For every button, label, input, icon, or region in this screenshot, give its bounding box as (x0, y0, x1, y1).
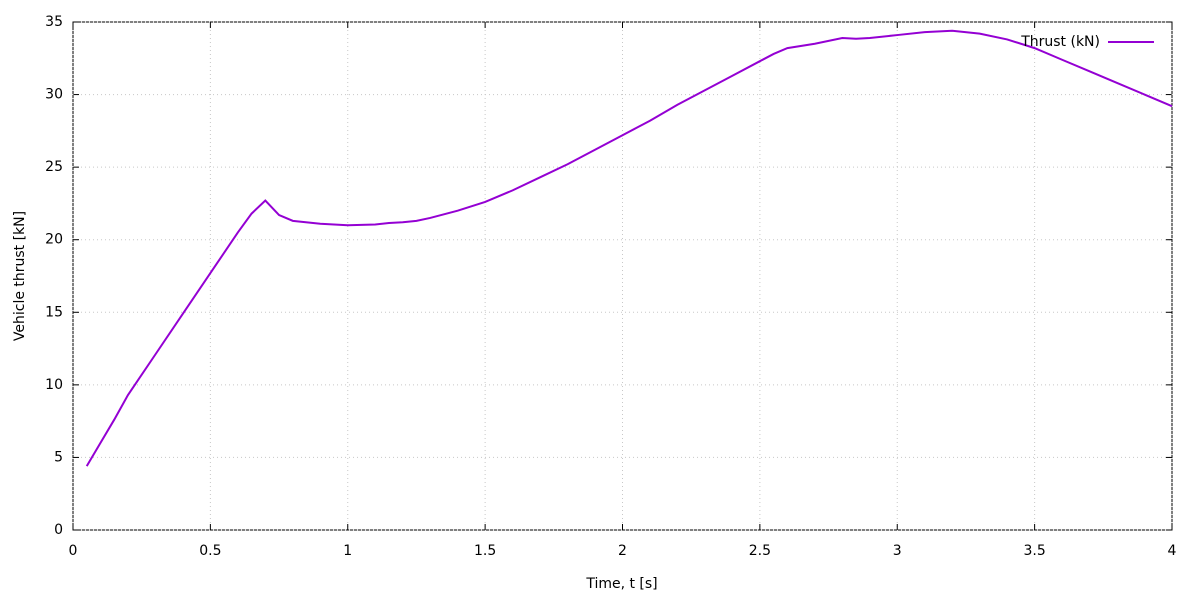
x-tick-label: 2.5 (749, 543, 771, 559)
x-tick-label: 1.5 (474, 543, 496, 559)
x-tick-label: 2 (618, 543, 627, 559)
y-axis-label: Vehicle thrust [kN] (12, 211, 28, 341)
x-tick-label: 1 (343, 543, 352, 559)
x-tick-label: 3 (893, 543, 902, 559)
y-tick-label: 20 (45, 232, 63, 248)
line-series (85, 29, 1173, 467)
x-tick-label: 3.5 (1023, 543, 1045, 559)
y-tick-label: 0 (54, 522, 63, 538)
y-tick-label: 35 (45, 14, 63, 30)
y-tick-label: 15 (45, 304, 63, 320)
x-tick-label: 4 (1168, 543, 1177, 559)
x-tick-label: 0 (69, 543, 78, 559)
y-tick-label: 30 (45, 87, 63, 103)
x-axis-label: Time, t [s] (585, 576, 657, 592)
legend-label: Thrust (kN) (1020, 34, 1100, 50)
y-tick-label: 10 (45, 377, 63, 393)
y-tick-label: 25 (45, 159, 63, 175)
x-tick-label: 0.5 (199, 543, 221, 559)
y-tick-label: 5 (54, 449, 63, 465)
